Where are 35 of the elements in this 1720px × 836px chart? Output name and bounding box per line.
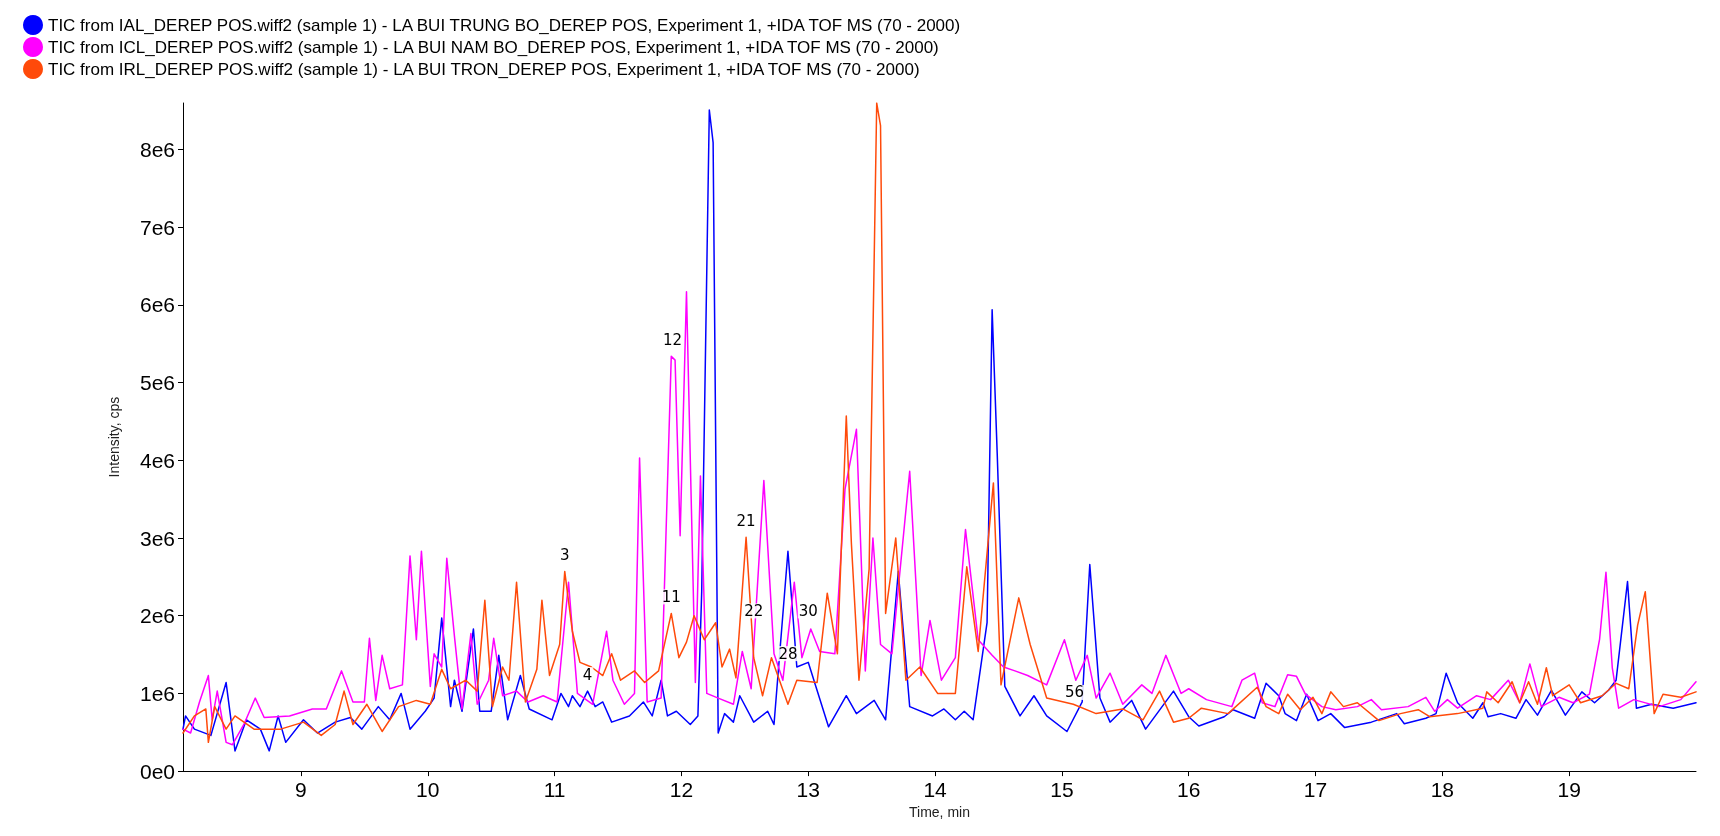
x-tick-label: 10 [416, 778, 440, 802]
y-tick-label: 7e6 [139, 215, 175, 239]
y-axis-title: Intensity, cps [106, 396, 122, 478]
y-tick-label: 4e6 [139, 448, 175, 472]
x-tick-label: 12 [669, 778, 694, 802]
legend-label: TIC from ICL_DEREP POS.wiff2 (sample 1) - LA BUI NAM BO_DEREP POS, Experiment 1, +IDA TOF MS (70 - 2000) [48, 37, 939, 57]
annotation: 12 [662, 330, 683, 349]
annotation: 11 [661, 587, 681, 606]
legend-label: TIC from IAL_DEREP POS.wiff2 (sample 1) - LA BUI TRUNG BO_DEREP POS, Experiment 1, +IDA TOF MS (70 - 2000) [48, 15, 961, 35]
x-tick-label: 19 [1557, 778, 1581, 802]
x-tick-label: 16 [1177, 778, 1201, 802]
x-tick-label: 11 [543, 778, 566, 802]
annotation: 56 [1065, 683, 1085, 702]
annotation: 3 [559, 545, 570, 564]
x-tick-label: 17 [1303, 778, 1328, 802]
y-tick-label: 2e6 [139, 604, 175, 628]
annotation: 21 [736, 511, 756, 530]
y-tick-label: 6e6 [139, 293, 175, 317]
y-tick-label: 0e0 [139, 759, 175, 783]
x-tick-label: 9 [295, 778, 307, 802]
y-tick-label: 3e6 [139, 526, 175, 550]
y-tick-label: 1e6 [139, 681, 175, 705]
annotation: 22 [744, 601, 764, 620]
legend-label: TIC from IRL_DEREP POS.wiff2 (sample 1) - LA BUI TRON_DEREP POS, Experiment 1, +IDA TOF MS (70 - 2000) [48, 59, 920, 79]
x-axis-title: Time, min [909, 804, 970, 820]
annotation: 30 [798, 601, 818, 620]
annotation: 4 [582, 665, 593, 684]
y-tick-label: 8e6 [139, 138, 175, 162]
annotation: 28 [778, 644, 798, 663]
x-tick-label: 18 [1430, 778, 1455, 802]
y-tick-label: 5e6 [139, 371, 175, 395]
line-series [182, 291, 1697, 746]
x-tick-label: 14 [923, 778, 948, 802]
x-tick-label: 15 [1050, 778, 1074, 802]
x-tick-label: 13 [796, 778, 820, 802]
